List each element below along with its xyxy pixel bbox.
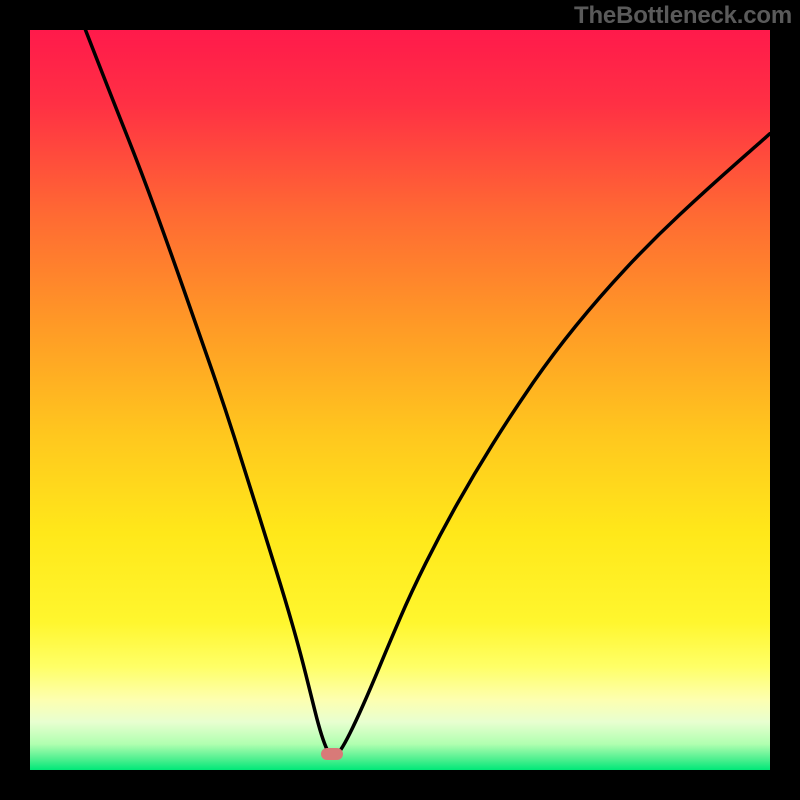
watermark-text: TheBottleneck.com: [574, 2, 792, 30]
plot-area: [30, 30, 770, 770]
minimum-marker: [321, 748, 343, 760]
curve-path: [86, 30, 771, 755]
chart-frame: TheBottleneck.com: [0, 0, 800, 800]
bottleneck-curve: [30, 30, 770, 770]
